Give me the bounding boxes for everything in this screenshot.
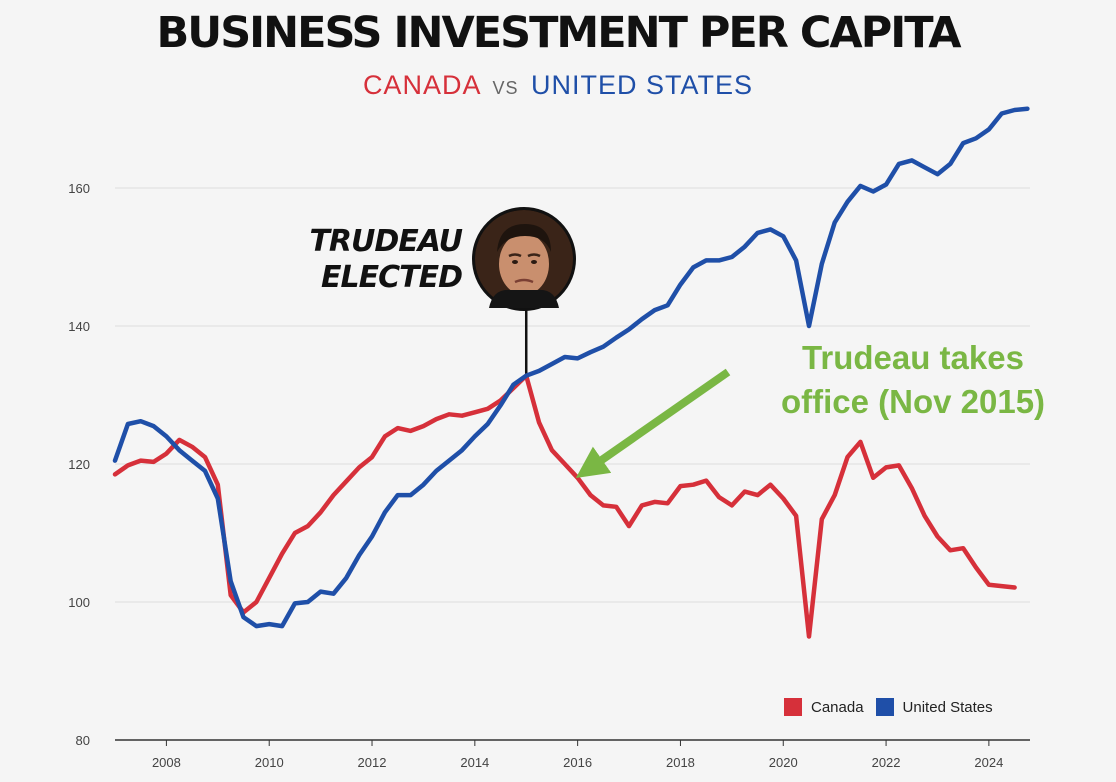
legend-swatch-canada (784, 698, 802, 716)
subtitle-canada: CANADA (362, 70, 480, 100)
chart-title: BUSINESS INVESTMENT PER CAPITA (156, 8, 962, 58)
x-tick-label-2008: 2008 (152, 755, 181, 770)
legend-label-canada: Canada (811, 698, 864, 716)
x-tick-label-2020: 2020 (769, 755, 798, 770)
y-tick-label-160: 160 (68, 181, 90, 196)
event-label-line2: ELECTED (321, 260, 463, 295)
legend-label-united-states: United States (902, 698, 993, 716)
trudeau-portrait-avatar (472, 207, 576, 311)
series-line-united-states (112, 106, 1030, 629)
y-tick-label-80: 80 (76, 733, 90, 748)
y-tick-label-120: 120 (68, 457, 90, 472)
annotation-arrow (575, 368, 731, 479)
x-tick-label-2014: 2014 (460, 755, 489, 770)
annotation-text: Trudeau takes office (Nov 2015) (758, 336, 1068, 424)
y-tick-label-140: 140 (68, 319, 90, 334)
subtitle-united-states: UNITED STATES (531, 70, 754, 100)
x-tick-label-2010: 2010 (255, 755, 284, 770)
portrait-icon (475, 210, 573, 308)
x-tick-label-2012: 2012 (358, 755, 387, 770)
x-tick-label-2022: 2022 (872, 755, 901, 770)
y-tick-label-100: 100 (68, 595, 90, 610)
legend-swatch-united-states (875, 698, 894, 716)
x-tick-label-2018: 2018 (666, 755, 695, 770)
series-line-canada (112, 373, 1017, 639)
subtitle-vs: VS (492, 78, 519, 98)
event-label: TRUDEAU ELECTED (262, 224, 463, 296)
annotation-line2: office (Nov 2015) (780, 383, 1046, 420)
event-label-line1: TRUDEAU (309, 224, 463, 259)
chart-subtitle: CANADA VS UNITED STATES (0, 70, 1116, 101)
annotation-line1: Trudeau takes (802, 339, 1024, 376)
legend-item-canada: Canada (784, 698, 864, 716)
legend-item-united-states: United States (875, 698, 993, 716)
x-tick-label-2024: 2024 (974, 755, 1003, 770)
chart-legend: Canada United States (784, 698, 1005, 716)
x-tick-label-2016: 2016 (563, 755, 592, 770)
